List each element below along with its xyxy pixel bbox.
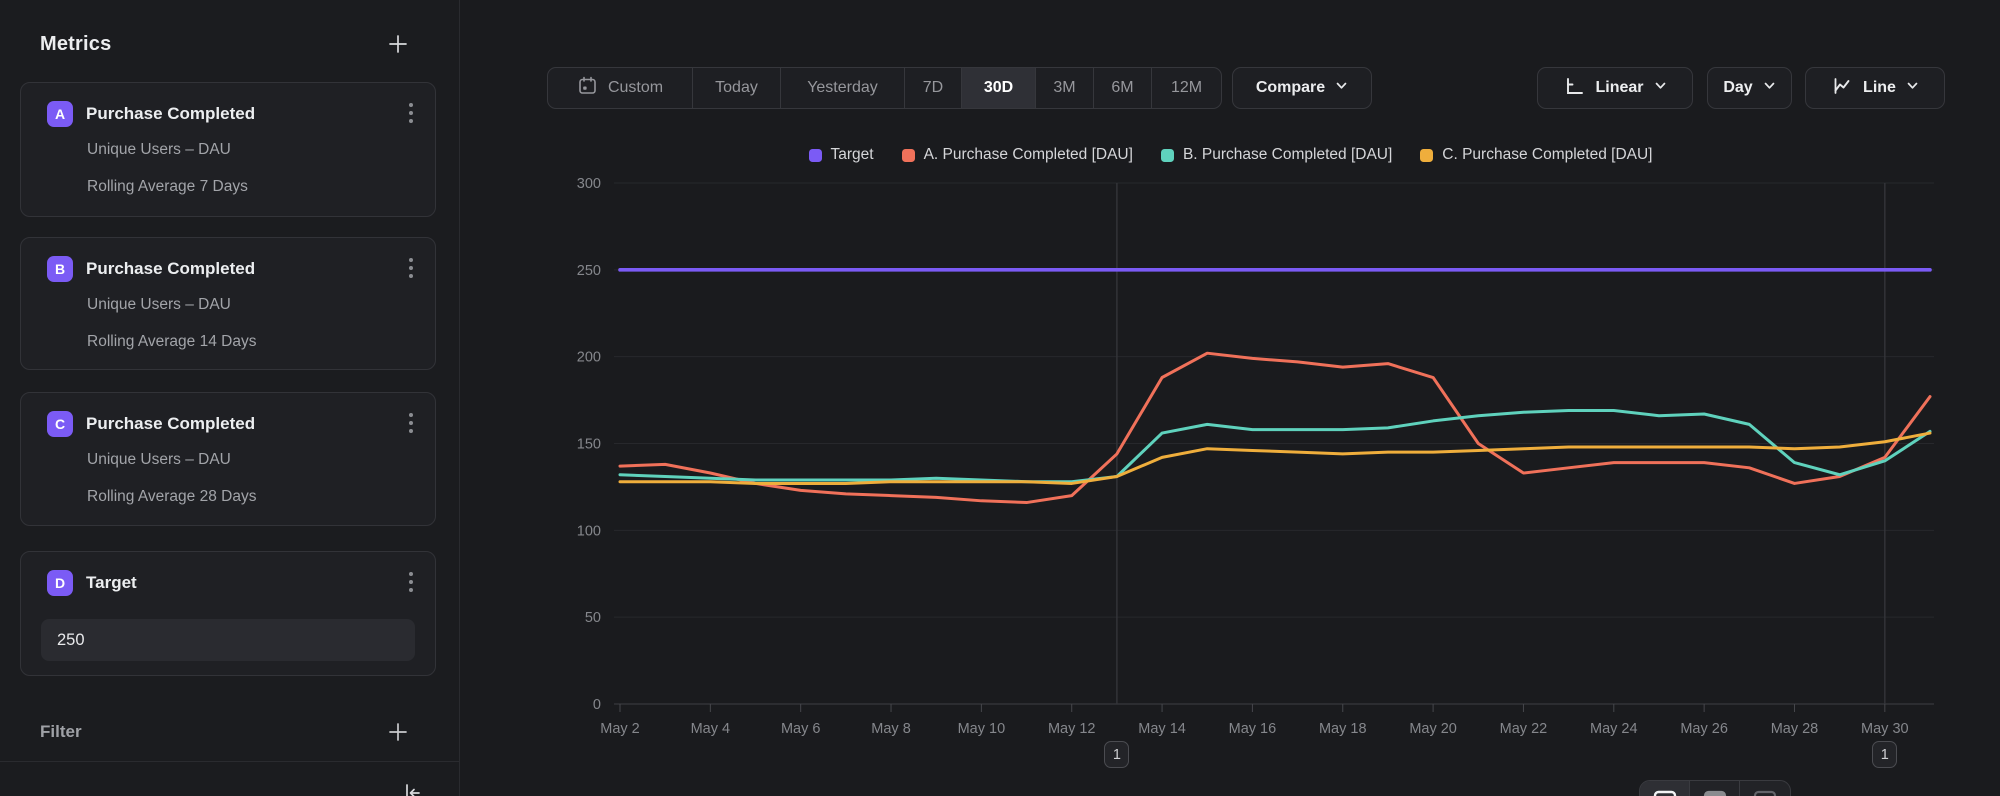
range-3m[interactable]: 3M bbox=[1036, 68, 1094, 108]
metric-badge-d: D bbox=[47, 570, 73, 596]
range-30d[interactable]: 30D bbox=[962, 68, 1036, 108]
add-filter-button[interactable] bbox=[386, 721, 410, 745]
split-view-icon bbox=[1752, 789, 1778, 796]
chart-view-icon bbox=[1652, 789, 1678, 796]
metric-measure: Unique Users – DAU bbox=[87, 141, 231, 159]
range-label: 6M bbox=[1111, 79, 1133, 97]
scale-label: Linear bbox=[1595, 79, 1643, 97]
range-12m[interactable]: 12M bbox=[1152, 68, 1221, 108]
metric-title: Purchase Completed bbox=[86, 259, 255, 279]
range-6m[interactable]: 6M bbox=[1094, 68, 1152, 108]
legend-item-a[interactable]: A. Purchase Completed [DAU] bbox=[902, 146, 1133, 164]
annotation-badge[interactable]: 1 bbox=[1104, 741, 1129, 768]
range-label: 7D bbox=[923, 79, 943, 97]
metric-badge-b: B bbox=[47, 256, 73, 282]
scale-selector-button[interactable]: Linear bbox=[1537, 67, 1693, 109]
range-yesterday[interactable]: Yesterday bbox=[781, 68, 905, 108]
legend-label: A. Purchase Completed [DAU] bbox=[924, 146, 1133, 164]
metric-title: Purchase Completed bbox=[86, 414, 255, 434]
range-label: Yesterday bbox=[807, 79, 878, 97]
target-menu-button[interactable] bbox=[397, 566, 425, 598]
collapse-panel-icon bbox=[401, 782, 423, 796]
range-label: 12M bbox=[1171, 79, 1202, 97]
sidebar-footer-divider bbox=[0, 761, 460, 762]
metric-measure: Unique Users – DAU bbox=[87, 296, 231, 314]
metric-title: Purchase Completed bbox=[86, 104, 255, 124]
view-mode-toggle bbox=[1639, 780, 1791, 796]
range-today[interactable]: Today bbox=[693, 68, 781, 108]
sidebar-title: Metrics bbox=[40, 33, 111, 56]
plus-icon bbox=[387, 33, 409, 58]
range-label: 3M bbox=[1053, 79, 1075, 97]
range-7d[interactable]: 7D bbox=[905, 68, 962, 108]
linear-scale-icon bbox=[1563, 75, 1585, 102]
legend-swatch bbox=[1420, 149, 1433, 162]
chart-panel: Custom Today Yesterday 7D 30D 3M 6M 12M … bbox=[461, 0, 2000, 796]
range-label: Today bbox=[715, 79, 758, 97]
metric-badge-a: A bbox=[47, 101, 73, 127]
date-range-picker: Custom Today Yesterday 7D 30D 3M 6M 12M bbox=[547, 67, 1222, 109]
legend-swatch bbox=[902, 149, 915, 162]
legend-swatch bbox=[809, 149, 822, 162]
target-value-input[interactable] bbox=[41, 619, 415, 661]
metric-rolling-average: Rolling Average 7 Days bbox=[87, 178, 248, 196]
metric-card-a[interactable]: A Purchase Completed Unique Users – DAU … bbox=[20, 82, 436, 217]
compare-label: Compare bbox=[1256, 79, 1325, 97]
plus-icon bbox=[387, 721, 409, 746]
legend-item-target[interactable]: Target bbox=[809, 146, 874, 164]
metric-measure: Unique Users – DAU bbox=[87, 451, 231, 469]
chevron-down-icon bbox=[1906, 79, 1919, 97]
chevron-down-icon bbox=[1335, 79, 1348, 97]
legend-swatch bbox=[1161, 149, 1174, 162]
metric-rolling-average: Rolling Average 14 Days bbox=[87, 333, 256, 351]
chart-view-button[interactable] bbox=[1640, 781, 1690, 796]
compare-button[interactable]: Compare bbox=[1232, 67, 1372, 109]
chevron-down-icon bbox=[1654, 79, 1667, 97]
line-chart-icon bbox=[1831, 75, 1853, 102]
metrics-sidebar: Metrics A Purchase Completed Unique User… bbox=[0, 0, 460, 796]
legend-label: C. Purchase Completed [DAU] bbox=[1442, 146, 1652, 164]
metric-menu-button[interactable] bbox=[397, 407, 425, 439]
collapse-sidebar-button[interactable] bbox=[400, 782, 424, 796]
legend-item-c[interactable]: C. Purchase Completed [DAU] bbox=[1420, 146, 1652, 164]
metric-menu-button[interactable] bbox=[397, 97, 425, 129]
range-custom[interactable]: Custom bbox=[548, 68, 693, 108]
legend-label: Target bbox=[831, 146, 874, 164]
chart-legend: Target A. Purchase Completed [DAU] B. Pu… bbox=[461, 146, 2000, 164]
target-card[interactable]: D Target bbox=[20, 551, 436, 676]
interval-label: Day bbox=[1723, 79, 1752, 97]
split-view-button[interactable] bbox=[1740, 781, 1790, 796]
add-metric-button[interactable] bbox=[386, 33, 410, 57]
interval-selector-button[interactable]: Day bbox=[1707, 67, 1792, 109]
metric-card-c[interactable]: C Purchase Completed Unique Users – DAU … bbox=[20, 392, 436, 526]
chevron-down-icon bbox=[1763, 79, 1776, 97]
metric-rolling-average: Rolling Average 28 Days bbox=[87, 488, 256, 506]
chart-type-selector-button[interactable]: Line bbox=[1805, 67, 1945, 109]
app-root: Metrics A Purchase Completed Unique User… bbox=[0, 0, 2000, 796]
table-view-icon bbox=[1702, 789, 1728, 796]
legend-item-b[interactable]: B. Purchase Completed [DAU] bbox=[1161, 146, 1392, 164]
table-view-button[interactable] bbox=[1690, 781, 1740, 796]
target-title: Target bbox=[86, 573, 137, 593]
chart-type-label: Line bbox=[1863, 79, 1896, 97]
metric-menu-button[interactable] bbox=[397, 252, 425, 284]
legend-label: B. Purchase Completed [DAU] bbox=[1183, 146, 1392, 164]
range-label: Custom bbox=[608, 79, 663, 97]
range-label: 30D bbox=[984, 79, 1013, 97]
metric-card-b[interactable]: B Purchase Completed Unique Users – DAU … bbox=[20, 237, 436, 370]
filter-section-label: Filter bbox=[40, 722, 82, 742]
annotation-badge[interactable]: 1 bbox=[1872, 741, 1897, 768]
calendar-icon bbox=[577, 75, 598, 101]
metric-badge-c: C bbox=[47, 411, 73, 437]
